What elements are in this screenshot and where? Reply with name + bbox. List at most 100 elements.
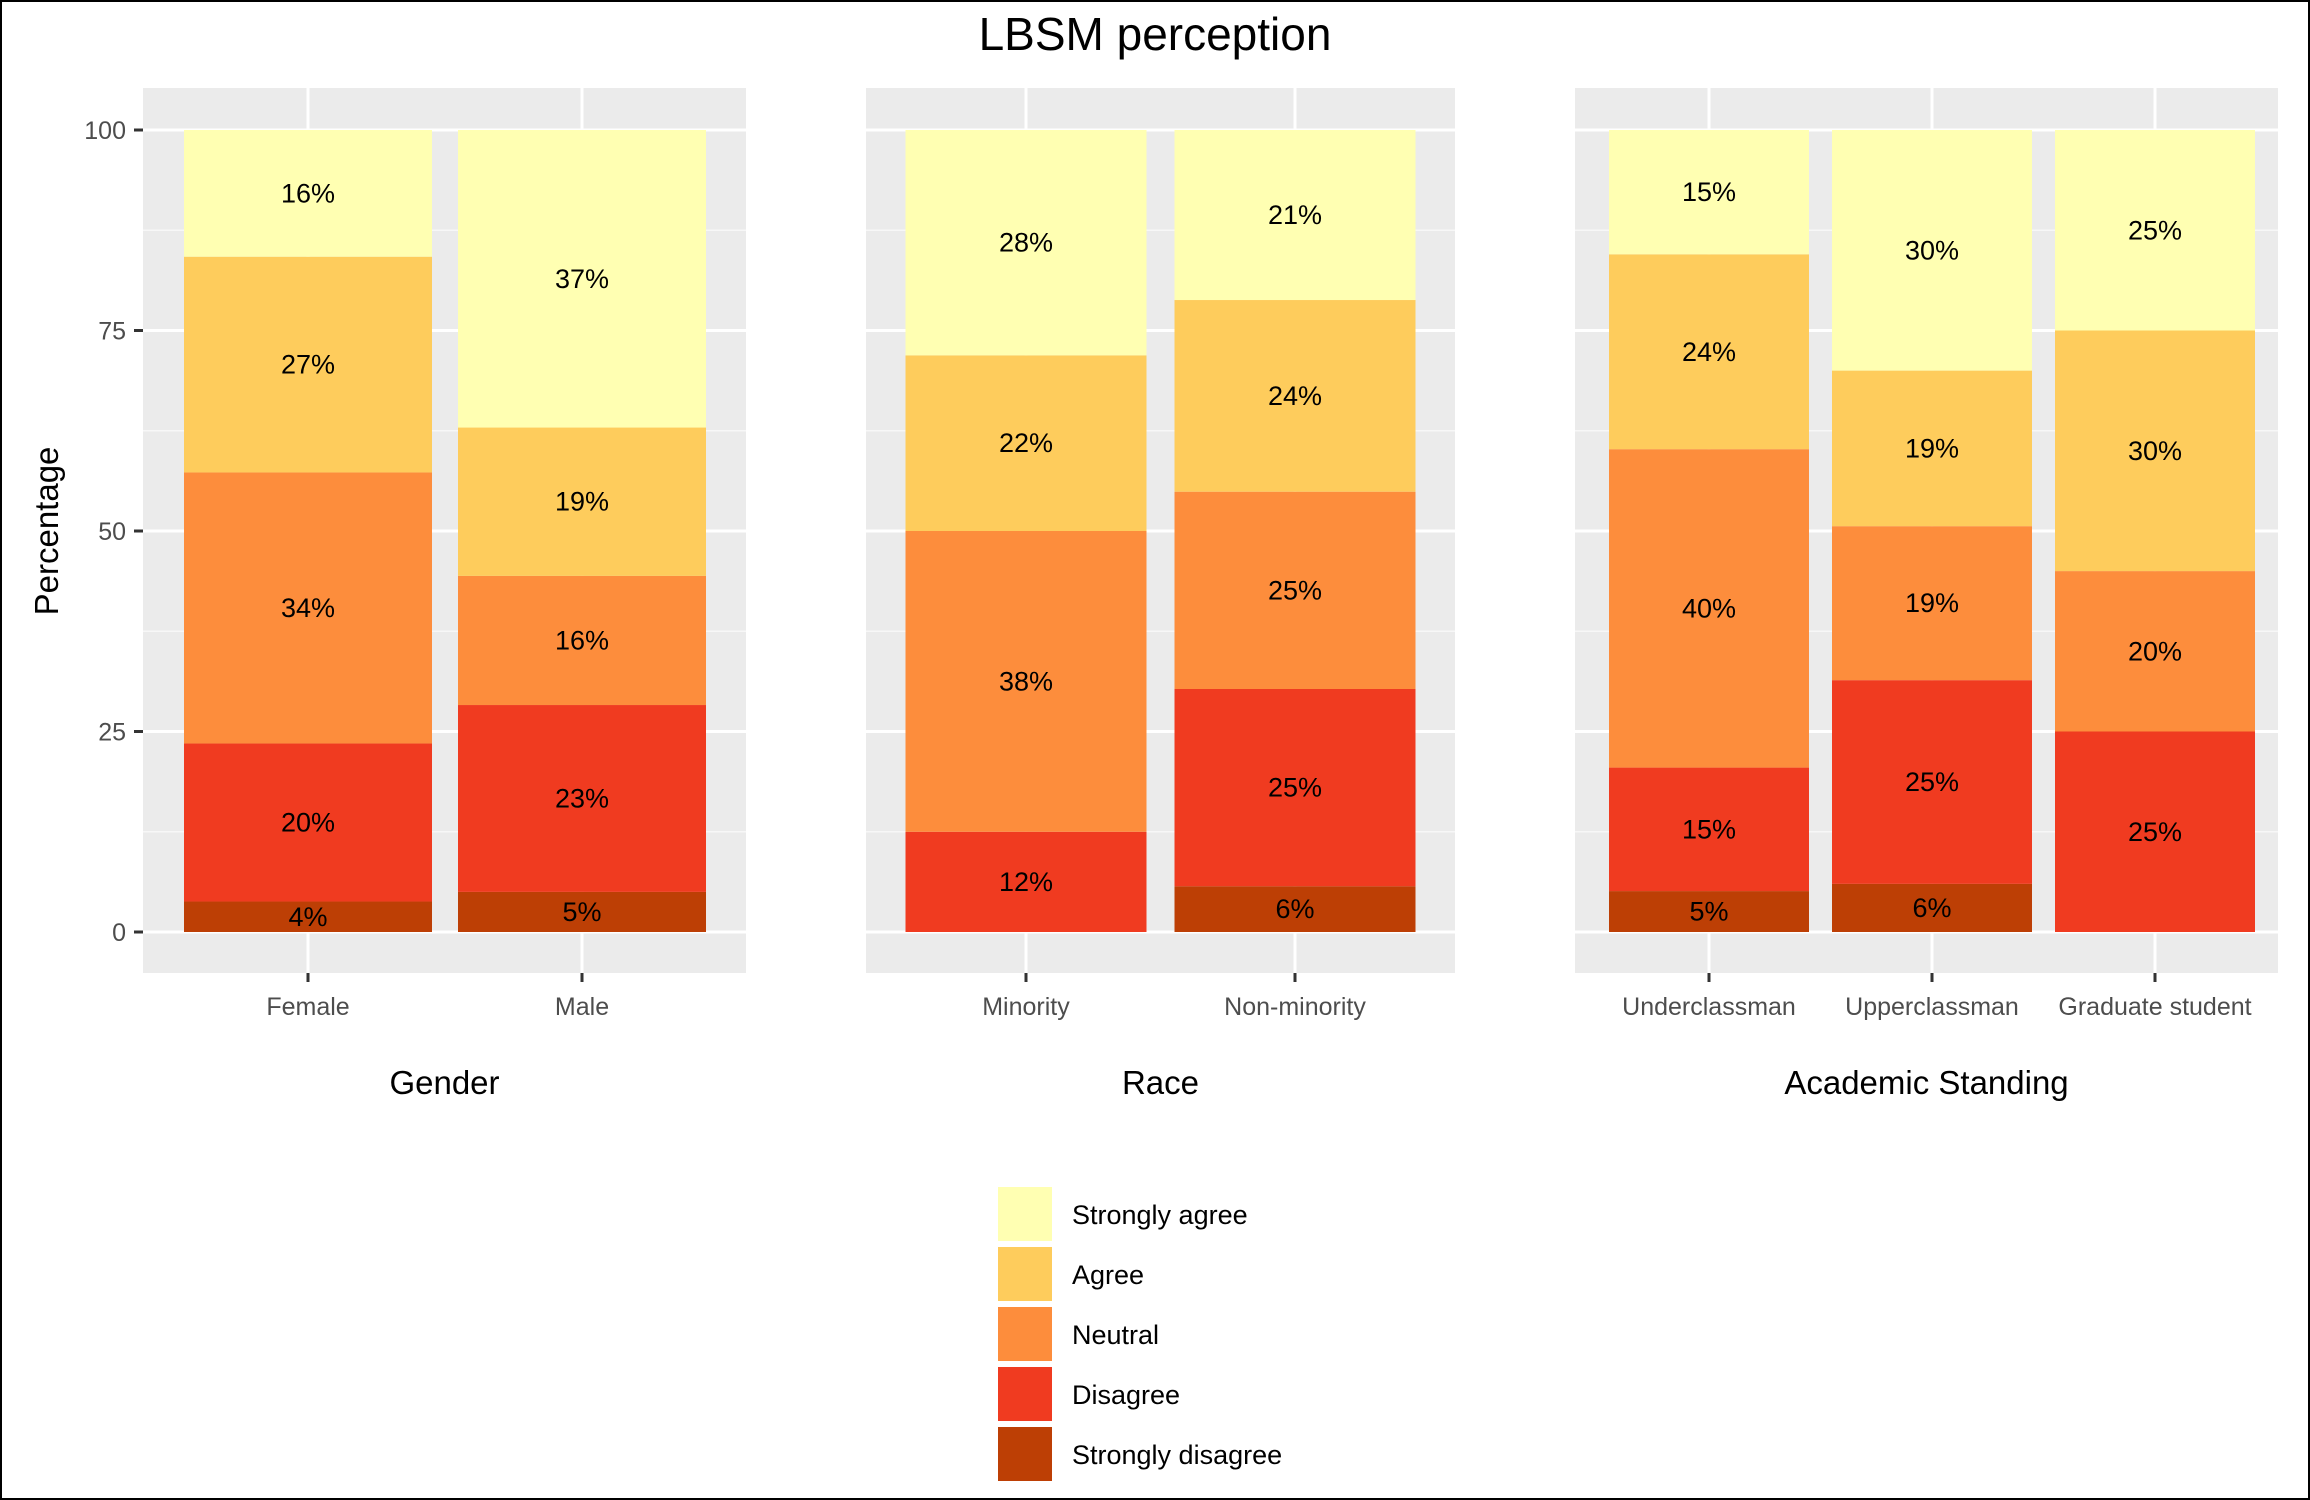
data-label: 34% <box>281 593 335 623</box>
data-label: 19% <box>1905 433 1959 463</box>
x-tick-label: Non-minority <box>1224 993 1366 1021</box>
x-tick-label: Upperclassman <box>1845 993 2019 1021</box>
y-axis: 0 25 50 75 100 Percentage <box>28 117 143 947</box>
data-label: 30% <box>1905 235 1959 265</box>
bar-segment-strongly-disagree <box>458 891 706 932</box>
data-label: 40% <box>1682 593 1736 623</box>
data-label: 22% <box>999 428 1053 458</box>
bar-segment-strongly-agree <box>1832 130 2032 371</box>
data-label: 25% <box>1268 773 1322 803</box>
data-label: 38% <box>999 666 1053 696</box>
data-label: 15% <box>1682 814 1736 844</box>
y-axis-title: Percentage <box>28 447 65 616</box>
data-label: 6% <box>1912 893 1951 923</box>
x-tick-label: Underclassman <box>1622 993 1796 1021</box>
legend-key <box>998 1187 1052 1241</box>
x-axis-title: Gender <box>389 1064 499 1101</box>
bar-segment-strongly-agree <box>2055 130 2255 331</box>
bar-segment-agree <box>184 256 432 473</box>
bar-segment-strongly-agree <box>1609 130 1809 255</box>
data-label: 5% <box>1689 897 1728 927</box>
data-label: 27% <box>281 350 335 380</box>
data-label: 25% <box>2128 817 2182 847</box>
data-label: 25% <box>1268 575 1322 605</box>
data-label: 5% <box>562 897 601 927</box>
y-tick-label: 75 <box>98 318 126 346</box>
panels-layer: 4% 20% 34% 27% 16% 5% 23% 16% 19% 37% Female Male Ge… <box>143 88 2278 1101</box>
legend-label: Agree <box>1072 1260 1144 1290</box>
bar-segment-strongly-disagree <box>184 901 432 932</box>
bar-segment-strongly-agree <box>1174 130 1416 301</box>
legend-key <box>998 1367 1052 1421</box>
data-label: 21% <box>1268 200 1322 230</box>
data-label: 12% <box>999 867 1053 897</box>
legend-key <box>998 1247 1052 1301</box>
data-label: 20% <box>281 808 335 838</box>
bar-segment-disagree <box>905 831 1147 932</box>
data-label: 19% <box>555 487 609 517</box>
bar-segment-strongly-disagree <box>1609 891 1809 932</box>
data-label: 23% <box>555 783 609 813</box>
bar-segment-disagree <box>1832 680 2032 884</box>
x-axis-title: Race <box>1122 1064 1199 1101</box>
legend: Strongly agree Agree Neutral Disagree Strong… <box>998 1187 1282 1481</box>
bar-segment-agree <box>905 355 1147 531</box>
bar-segment-strongly-agree <box>905 130 1147 356</box>
data-label: 37% <box>555 264 609 294</box>
data-label: 30% <box>2128 436 2182 466</box>
bar-segment-neutral <box>1174 491 1416 689</box>
panel-2: 5% 15% 40% 24% 15% 6% 25% 19% 19% 30% 25% 20% 30% 25%… <box>1575 88 2278 1101</box>
data-label: 28% <box>999 228 1053 258</box>
data-label: 16% <box>281 178 335 208</box>
legend-label: Strongly agree <box>1072 1200 1248 1230</box>
data-label: 24% <box>1682 337 1736 367</box>
bar-segment-neutral <box>1609 449 1809 768</box>
x-axis-title: Academic Standing <box>1784 1064 2068 1101</box>
panel-0: 4% 20% 34% 27% 16% 5% 23% 16% 19% 37% Female Male Ge… <box>143 88 746 1101</box>
data-label: 20% <box>2128 636 2182 666</box>
data-label: 6% <box>1275 894 1314 924</box>
data-label: 25% <box>1905 767 1959 797</box>
bar-segment-strongly-disagree <box>1174 886 1416 932</box>
data-label: 24% <box>1268 381 1322 411</box>
bar-segment-neutral <box>905 531 1147 832</box>
y-tick-label: 0 <box>112 919 126 947</box>
data-label: 25% <box>2128 215 2182 245</box>
bar-segment-disagree <box>1609 767 1809 892</box>
legend-label: Strongly disagree <box>1072 1440 1282 1470</box>
bar-segment-agree <box>2055 330 2255 572</box>
bar-segment-agree <box>1174 300 1416 492</box>
x-tick-label: Minority <box>982 993 1070 1021</box>
legend-key <box>998 1307 1052 1361</box>
x-tick-label: Graduate student <box>2058 993 2251 1021</box>
y-tick-label: 100 <box>84 117 126 145</box>
bar-segment-disagree <box>1174 688 1416 887</box>
bar-segment-disagree <box>458 705 706 892</box>
data-label: 15% <box>1682 177 1736 207</box>
bar-segment-strongly-disagree <box>1832 883 2032 932</box>
bar-segment-neutral <box>2055 571 2255 732</box>
legend-label: Disagree <box>1072 1380 1180 1410</box>
panel-1: 12% 38% 22% 28% 6% 25% 25% 24% 21% Minority Non-mi… <box>866 88 1455 1101</box>
bar-segment-agree <box>1832 370 2032 527</box>
x-tick-label: Male <box>555 993 609 1021</box>
data-label: 16% <box>555 625 609 655</box>
bar-segment-agree <box>1609 254 1809 450</box>
bar-segment-disagree <box>184 743 432 902</box>
bar-segment-neutral <box>184 472 432 744</box>
data-label: 4% <box>288 902 327 932</box>
chart-title: LBSM perception <box>979 8 1332 60</box>
bar-segment-neutral <box>1832 526 2032 681</box>
x-tick-label: Female <box>266 993 349 1021</box>
y-tick-label: 25 <box>98 719 126 747</box>
bar-segment-strongly-agree <box>458 130 706 428</box>
bar-segment-agree <box>458 427 706 576</box>
legend-label: Neutral <box>1072 1320 1159 1350</box>
data-label: 19% <box>1905 588 1959 618</box>
y-tick-label: 50 <box>98 518 126 546</box>
bar-segment-disagree <box>2055 731 2255 932</box>
bar-segment-strongly-agree <box>184 130 432 257</box>
legend-key <box>998 1427 1052 1481</box>
